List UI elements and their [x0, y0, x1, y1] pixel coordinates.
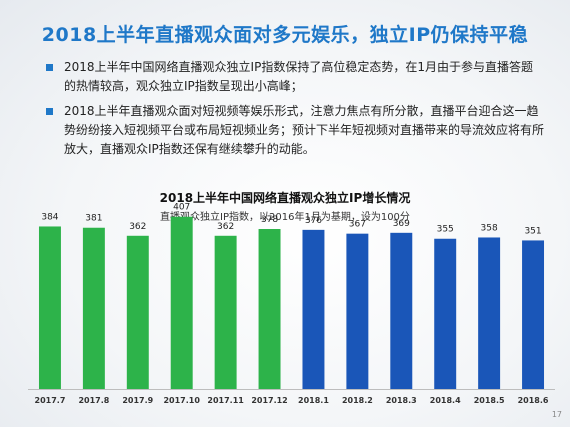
- value-label: 367: [349, 220, 366, 230]
- chart-subtitle: 直播观众独立IP指数，以2016年1月为基期，设为100分: [160, 212, 410, 223]
- bar-2017.10: [170, 216, 193, 389]
- bar-2017.7: [38, 226, 61, 389]
- value-label: 381: [85, 214, 102, 224]
- bar-2017.9: [126, 235, 149, 389]
- value-label: 358: [481, 223, 498, 233]
- value-label: 384: [41, 212, 58, 222]
- bar-2017.11: [214, 235, 237, 389]
- category-label: 2017.12: [251, 396, 287, 405]
- bullet-text: 2018上半年中国网络直播观众独立IP指数保持了高位稳定态势，在1月由于参与直播…: [64, 60, 533, 93]
- bar-2018.5: [478, 237, 501, 389]
- bar-2017.8: [82, 227, 105, 389]
- category-label: 2017.9: [122, 396, 153, 405]
- bar-2018.6: [522, 240, 545, 389]
- value-label: 362: [129, 222, 146, 232]
- category-label: 2017.11: [207, 396, 244, 405]
- bar-2017.12: [258, 229, 281, 389]
- bar-2018.4: [434, 238, 457, 389]
- category-label: 2017.8: [78, 396, 109, 405]
- bar-2018.2: [346, 233, 369, 389]
- value-label: 407: [173, 203, 190, 213]
- category-label: 2018.2: [342, 396, 373, 405]
- slide-title: 2018上半年直播观众面对多元娱乐，独立IP仍保持平稳: [41, 24, 529, 46]
- value-label: 376: [305, 216, 322, 226]
- bullet-item: 2018上半年中国网络直播观众独立IP指数保持了高位稳定态势，在1月由于参与直播…: [44, 58, 544, 96]
- category-label: 2017.10: [163, 396, 200, 405]
- page-number: 17: [551, 410, 562, 419]
- value-label: 369: [393, 219, 410, 229]
- category-label: 2018.5: [474, 396, 505, 405]
- value-label: 362: [217, 222, 234, 232]
- category-label: 2018.3: [386, 396, 417, 405]
- bar-2018.3: [390, 232, 413, 389]
- category-label: 2018.1: [298, 396, 329, 405]
- value-label: 378: [261, 215, 278, 225]
- value-label: 351: [524, 226, 541, 236]
- chart-title: 2018上半年中国网络直播观众独立IP增长情况: [159, 191, 411, 205]
- category-label: 2018.6: [518, 396, 549, 405]
- bullet-text: 2018上半年直播观众面对短视频等娱乐形式，注意力焦点有所分散，直播平台迎合这一…: [64, 104, 545, 156]
- square-bullet-icon: [46, 108, 53, 115]
- square-bullet-icon: [46, 64, 53, 71]
- bullet-item: 2018上半年直播观众面对短视频等娱乐形式，注意力焦点有所分散，直播平台迎合这一…: [44, 102, 544, 159]
- bar-2018.1: [302, 229, 325, 389]
- category-label: 2017.7: [35, 396, 66, 405]
- category-label: 2018.4: [430, 396, 461, 405]
- bullet-list: 2018上半年中国网络直播观众独立IP指数保持了高位稳定态势，在1月由于参与直播…: [44, 58, 544, 165]
- value-label: 355: [437, 225, 454, 235]
